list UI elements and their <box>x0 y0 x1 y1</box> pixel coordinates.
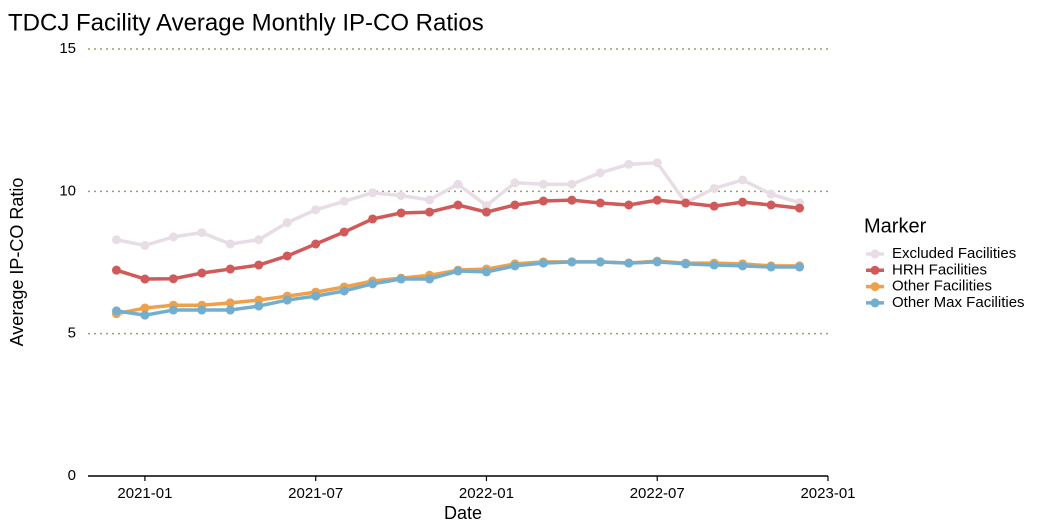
data-point <box>282 251 292 261</box>
data-point <box>425 195 435 205</box>
legend-label: Other Facilities <box>892 278 992 295</box>
data-point <box>254 301 264 311</box>
data-point <box>510 178 520 188</box>
x-tick-label: 2021-07 <box>288 485 343 502</box>
data-point <box>396 191 406 201</box>
data-point <box>339 196 349 206</box>
data-point <box>368 214 378 224</box>
legend-label: HRH Facilities <box>892 261 987 278</box>
data-point <box>311 205 321 215</box>
data-point <box>738 175 748 185</box>
data-point <box>282 295 292 305</box>
data-point <box>396 208 406 218</box>
x-tick-label: 2022-01 <box>459 485 514 502</box>
data-point <box>282 218 292 228</box>
data-point <box>595 198 605 208</box>
legend-swatch <box>870 249 880 259</box>
data-point <box>738 261 748 271</box>
data-point <box>111 306 121 316</box>
data-point <box>766 189 776 199</box>
legend-label: Other Max Facilities <box>892 294 1025 311</box>
data-point <box>595 257 605 267</box>
data-point <box>510 261 520 271</box>
x-axis-label: Date <box>444 503 482 523</box>
data-point <box>168 232 178 242</box>
legend-title: Marker <box>864 215 927 237</box>
data-point <box>425 274 435 284</box>
data-point <box>766 200 776 210</box>
data-point <box>425 207 435 217</box>
data-point <box>197 305 207 315</box>
y-tick-label: 10 <box>59 182 76 199</box>
legend-swatch <box>870 282 880 292</box>
y-tick-label: 15 <box>59 40 76 57</box>
data-point <box>140 240 150 250</box>
data-point <box>197 228 207 238</box>
legend-label: Excluded Facilities <box>892 245 1016 262</box>
data-point <box>197 268 207 278</box>
data-point <box>481 207 491 217</box>
data-point <box>681 198 691 208</box>
data-point <box>481 201 491 211</box>
data-point <box>766 262 776 272</box>
data-point <box>225 239 235 249</box>
x-tick-label: 2021-01 <box>117 485 172 502</box>
data-point <box>225 264 235 274</box>
data-point <box>368 279 378 289</box>
data-point <box>709 183 719 193</box>
y-tick-label: 5 <box>68 325 76 342</box>
data-point <box>652 195 662 205</box>
data-point <box>709 201 719 211</box>
data-point <box>681 259 691 269</box>
data-point <box>168 274 178 284</box>
data-point <box>368 188 378 198</box>
legend-swatch <box>870 265 880 275</box>
chart-title: TDCJ Facility Average Monthly IP-CO Rati… <box>8 9 484 36</box>
data-point <box>538 179 548 189</box>
data-point <box>140 310 150 320</box>
data-point <box>624 159 634 169</box>
data-point <box>453 200 463 210</box>
data-point <box>453 179 463 189</box>
data-point <box>339 227 349 237</box>
y-axis-label: Average IP-CO Ratio <box>7 178 27 347</box>
data-point <box>795 262 805 272</box>
data-point <box>738 197 748 207</box>
data-point <box>339 286 349 296</box>
data-point <box>254 235 264 245</box>
data-point <box>567 179 577 189</box>
data-point <box>538 258 548 268</box>
data-point <box>111 265 121 275</box>
x-tick-label: 2023-01 <box>800 485 855 502</box>
data-point <box>652 257 662 267</box>
data-point <box>709 260 719 270</box>
data-point <box>311 239 321 249</box>
data-point <box>396 274 406 284</box>
data-point <box>595 168 605 178</box>
data-point <box>111 235 121 245</box>
data-point <box>225 305 235 315</box>
y-tick-label: 0 <box>68 467 76 484</box>
data-point <box>140 274 150 284</box>
data-point <box>624 258 634 268</box>
data-point <box>567 257 577 267</box>
data-point <box>225 298 235 308</box>
data-point <box>140 303 150 313</box>
data-point <box>453 266 463 276</box>
data-point <box>652 158 662 168</box>
x-tick-label: 2022-07 <box>630 485 685 502</box>
data-point <box>624 200 634 210</box>
data-point <box>538 196 548 206</box>
data-point <box>481 267 491 277</box>
data-point <box>254 260 264 270</box>
data-point <box>567 195 577 205</box>
data-point <box>795 203 805 213</box>
data-point <box>168 305 178 315</box>
data-point <box>311 291 321 301</box>
data-point <box>510 200 520 210</box>
legend-swatch <box>870 298 880 308</box>
